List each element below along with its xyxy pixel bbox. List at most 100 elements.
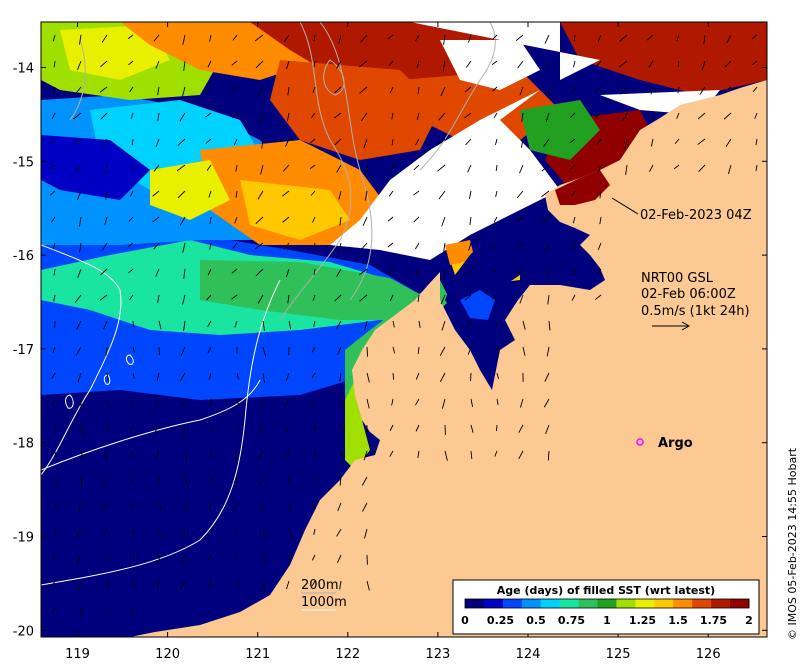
- current-arrow: [311, 580, 316, 587]
- plot-frame: [40, 21, 768, 638]
- colorbar-tick-label: 1: [603, 614, 611, 627]
- current-arrow: [155, 138, 160, 147]
- current-arrow: [255, 268, 264, 277]
- current-arrow: [78, 216, 82, 227]
- colorbar-tick-label: 1.5: [668, 614, 688, 627]
- current-arrow: [495, 138, 498, 145]
- current-arrow: [598, 164, 602, 173]
- bay-water: [445, 225, 565, 360]
- current-arrow: [131, 138, 134, 146]
- current-arrow: [255, 216, 264, 225]
- current-arrow: [286, 450, 290, 460]
- colorbar-swatch: [502, 599, 523, 608]
- current-arrow: [338, 34, 342, 44]
- current-arrow: [234, 528, 238, 536]
- colorbar-swatch: [730, 599, 750, 608]
- credit-text: © IMOS 05-Feb-2023 14:55 Hobart: [786, 447, 799, 640]
- colorbar-swatch: [635, 599, 655, 608]
- current-arrow: [208, 190, 212, 198]
- current-arrow: [415, 398, 420, 406]
- current-arrow: [334, 138, 342, 146]
- current-arrow: [493, 216, 498, 223]
- current-arrow: [233, 476, 238, 484]
- colorbar-swatch: [692, 599, 712, 608]
- current-arrow: [521, 112, 524, 122]
- current-arrow: [231, 294, 238, 300]
- current-arrow: [362, 502, 368, 512]
- current-arrow: [469, 190, 472, 199]
- current-arrow: [285, 372, 290, 382]
- current-arrow: [599, 190, 602, 199]
- current-arrow: [366, 580, 370, 591]
- current-arrow: [105, 450, 108, 460]
- current-arrow: [417, 450, 420, 458]
- current-arrow: [155, 450, 160, 459]
- colorbar-swatch: [711, 599, 731, 608]
- current-arrow: [697, 112, 706, 120]
- current-arrow: [153, 242, 160, 250]
- current-arrow: [257, 294, 264, 304]
- current-arrow: [495, 320, 498, 328]
- current-arrow: [495, 164, 498, 172]
- current-arrow: [129, 190, 134, 197]
- current-arrow: [441, 320, 446, 331]
- current-arrow: [100, 60, 108, 68]
- current-arrow: [158, 320, 162, 330]
- current-arrow: [518, 424, 524, 434]
- current-arrow: [77, 268, 82, 279]
- current-arrow: [103, 528, 108, 538]
- current-arrow: [517, 268, 524, 277]
- current-arrow: [285, 138, 290, 147]
- current-arrow: [233, 502, 238, 510]
- current-arrow: [519, 86, 524, 96]
- current-arrow: [697, 138, 706, 145]
- current-arrow: [364, 190, 368, 201]
- current-arrow: [360, 112, 368, 122]
- current-arrow: [467, 346, 472, 355]
- current-arrow: [363, 450, 368, 461]
- current-arrow: [210, 450, 213, 458]
- current-arrow: [102, 242, 108, 251]
- current-arrow: [131, 502, 134, 509]
- current-arrow: [80, 476, 83, 487]
- current-arrow: [619, 34, 628, 42]
- current-arrow: [184, 450, 187, 461]
- current-arrow: [53, 294, 56, 302]
- current-arrow: [548, 320, 551, 331]
- current-arrow: [79, 34, 82, 45]
- current-arrow: [624, 138, 628, 149]
- current-arrow: [493, 112, 498, 119]
- current-arrow: [100, 268, 108, 276]
- current-arrow: [129, 476, 134, 483]
- current-arrow: [207, 528, 212, 536]
- current-arrow: [444, 450, 448, 461]
- current-arrow: [102, 138, 108, 147]
- current-arrow: [183, 528, 186, 539]
- current-arrow: [336, 528, 342, 537]
- current-arrow: [132, 580, 135, 587]
- current-arrow: [336, 554, 342, 564]
- current-arrow: [75, 554, 82, 564]
- current-arrow: [156, 372, 160, 382]
- current-arrow: [49, 190, 56, 196]
- current-arrow: [518, 450, 524, 460]
- current-arrow: [232, 34, 238, 41]
- map-plot-area: [41, 22, 767, 637]
- current-arrow: [235, 164, 238, 172]
- current-arrow: [723, 112, 732, 120]
- current-arrow: [152, 190, 160, 197]
- current-arrow: [73, 112, 82, 120]
- current-arrow: [464, 112, 472, 119]
- current-arrow: [387, 242, 394, 248]
- current-arrow: [130, 424, 134, 431]
- current-arrow: [105, 190, 108, 200]
- y-tick-label: -14: [13, 62, 34, 77]
- current-arrow: [232, 112, 238, 119]
- current-arrow: [127, 34, 134, 39]
- current-arrow: [129, 450, 134, 457]
- current-arrow: [337, 346, 342, 356]
- current-arrow: [209, 34, 212, 42]
- current-arrow: [51, 580, 56, 587]
- current-arrow: [209, 372, 212, 380]
